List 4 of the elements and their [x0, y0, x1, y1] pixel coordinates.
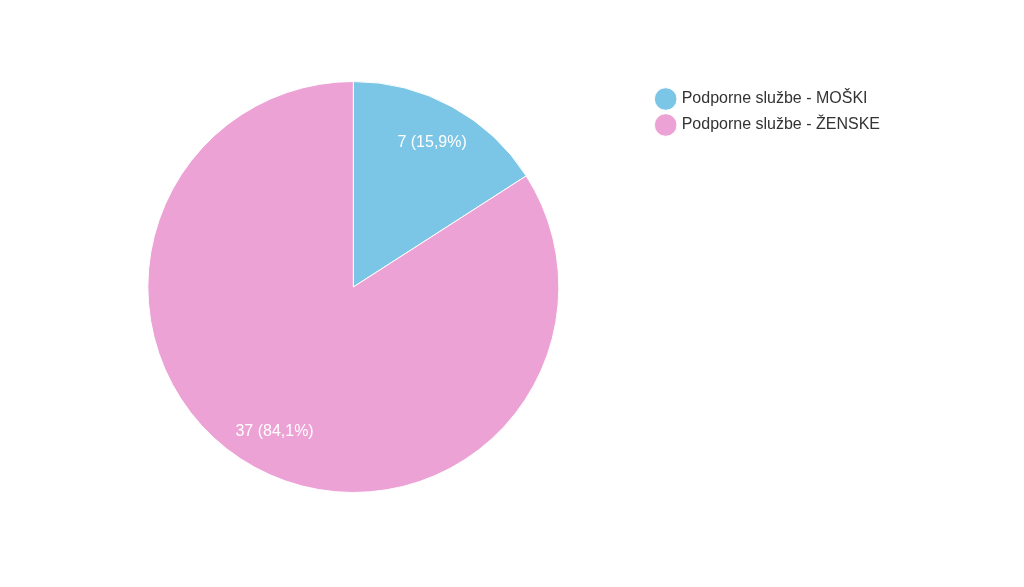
legend-label: Podporne službe - MOŠKI	[681, 88, 868, 107]
legend-label: Podporne službe - ŽENSKE	[681, 114, 881, 133]
data-label: 7 (15,9%)	[397, 133, 467, 151]
data-label: 37 (84,1%)	[235, 421, 314, 439]
